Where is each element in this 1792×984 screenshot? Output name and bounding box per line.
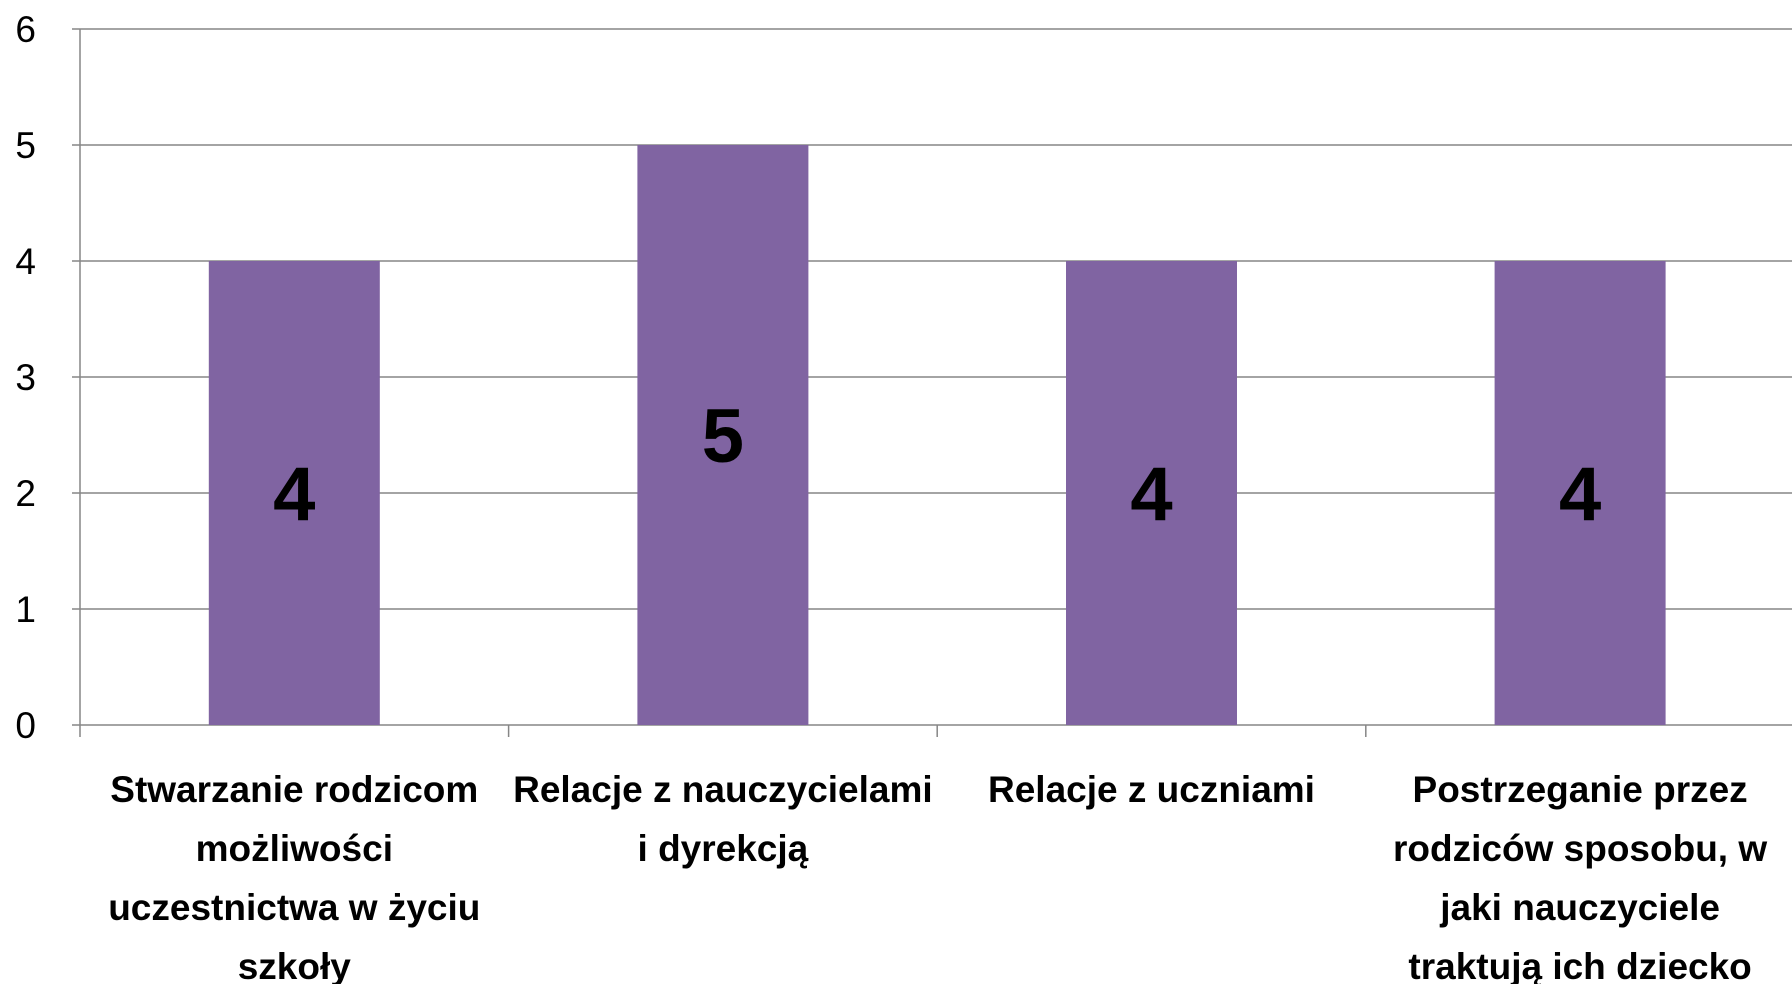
bar [1494,261,1666,725]
x-tick-label: Relacje z uczniami [988,769,1315,810]
y-tick-label: 5 [15,125,36,166]
y-tick-label: 2 [15,473,36,514]
x-tick-label: Stwarzanie rodzicom możliwości uczestnic… [108,769,481,984]
x-tick-label: Relacje z nauczycielami i dyrekcją [513,769,933,869]
bar [637,145,809,725]
data-label: 4 [1130,452,1172,537]
data-label: 4 [1559,452,1601,537]
y-tick-label: 4 [15,241,36,282]
y-tick-label: 3 [15,357,36,398]
bar [208,261,380,725]
y-tick-label: 6 [15,9,36,50]
data-label: 4 [273,452,315,537]
data-label: 5 [702,394,744,479]
y-tick-label: 0 [15,705,36,746]
y-tick-label: 1 [15,589,36,630]
bar [1066,261,1237,725]
x-tick-label: Postrzeganie przez rodziców sposobu, w j… [1393,769,1768,984]
